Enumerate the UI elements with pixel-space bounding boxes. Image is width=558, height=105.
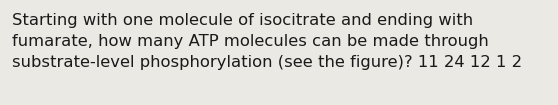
Text: Starting with one molecule of isocitrate and ending with
fumarate, how many ATP : Starting with one molecule of isocitrate… <box>12 13 522 70</box>
